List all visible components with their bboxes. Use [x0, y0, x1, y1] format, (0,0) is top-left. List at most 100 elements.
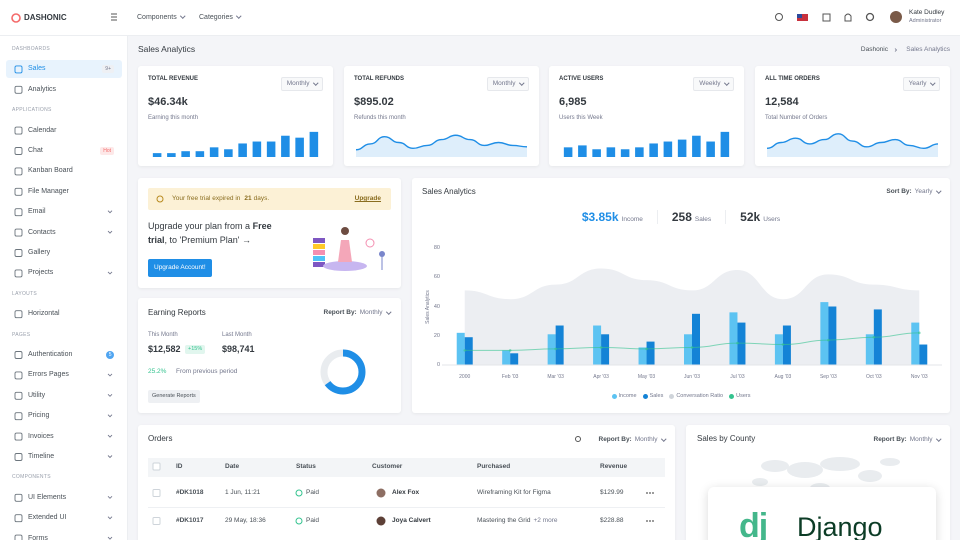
legend-label: Income	[618, 393, 637, 399]
row-menu	[646, 520, 648, 522]
bar	[820, 302, 829, 365]
nav-menu[interactable]: Components	[137, 12, 185, 24]
dropdown[interactable]: Monthly	[486, 77, 529, 91]
sidebar-item[interactable]: Pricing	[28, 412, 50, 420]
stat-label: TOTAL REVENUE	[148, 76, 199, 82]
submenu-chevron	[107, 414, 113, 418]
point	[690, 346, 694, 349]
spark-line	[355, 134, 528, 151]
sidebar-item[interactable]: Chat	[28, 147, 43, 154]
x-tick-label: Feb '03	[501, 374, 519, 380]
dropdown[interactable]: Report By: Monthly	[599, 434, 666, 446]
stat-sub: Earning this month	[148, 115, 199, 121]
sidebar-item[interactable]: Gallery	[28, 249, 51, 256]
y-tick-label: 60	[433, 274, 440, 281]
point	[781, 343, 785, 346]
generate-button[interactable]: Generate Reports	[148, 390, 200, 403]
sidebar-item[interactable]: Calendar	[28, 126, 57, 134]
summary-label: Users	[763, 216, 781, 223]
spark-bar	[152, 153, 162, 157]
illustration	[313, 238, 325, 243]
row-menu	[652, 492, 654, 494]
sidebar-item[interactable]: Extended UI	[28, 514, 67, 522]
period-text: From previous period	[176, 368, 238, 375]
legend-item: Users	[729, 390, 750, 402]
legend-item: Income	[611, 390, 637, 402]
legend-swatch	[642, 393, 648, 399]
submenu-chevron	[107, 271, 113, 275]
point	[463, 349, 467, 352]
card-title: Sales by County	[697, 434, 756, 443]
purchased-item: Mastering the Grid	[477, 517, 531, 524]
checkbox	[152, 517, 161, 525]
settings-icon	[865, 12, 875, 22]
map-region	[858, 470, 882, 482]
sidebar-item[interactable]: Utility	[28, 391, 46, 399]
sidebar-item[interactable]: Horizontal	[28, 310, 60, 318]
nav-menu[interactable]: Categories	[199, 12, 242, 24]
y-tick-label: 80	[433, 245, 440, 251]
sidebar-item[interactable]: Invoices	[28, 432, 54, 440]
spark-bar	[209, 147, 219, 157]
chevron	[518, 80, 524, 86]
spark-bar	[252, 141, 262, 157]
sidebar-item[interactable]: Timeline	[28, 453, 55, 460]
bar	[510, 353, 519, 365]
illustration	[313, 262, 325, 267]
card-title: Earning Reports	[148, 308, 206, 317]
column-header: Purchased	[477, 463, 511, 470]
sidebar-icon	[14, 269, 23, 278]
sidebar-item[interactable]: Errors Pages	[28, 371, 69, 379]
status-icon	[295, 517, 303, 525]
sidebar-item[interactable]: File Manager	[28, 187, 69, 195]
summary-item: 258 Sales	[656, 210, 711, 224]
flag-icon	[797, 14, 802, 18]
alert-text: Your free trial expired in 21 days.	[172, 193, 269, 205]
dropdown[interactable]: Monthly	[280, 77, 323, 91]
customer-avatar	[376, 516, 386, 526]
x-tick-label: Sep '03	[819, 374, 837, 380]
sidebar-item[interactable]: Email	[28, 208, 46, 216]
sidebar-item[interactable]: Sales	[28, 65, 46, 73]
bar	[601, 334, 610, 365]
sidebar-icon	[14, 147, 23, 155]
revenue: $129.99	[600, 489, 624, 496]
submenu-chevron	[107, 495, 113, 499]
purchased-item: Wireframing Kit for Figma	[477, 489, 551, 496]
sidebar-icon	[14, 453, 23, 461]
chevron	[236, 12, 242, 18]
customer: Joya Calvert	[392, 517, 431, 524]
legend-label: Users	[736, 393, 751, 399]
dropdown-value: Monthly	[286, 80, 310, 87]
sidebar-item[interactable]: Authentication	[28, 351, 73, 358]
upgrade-button[interactable]: Upgrade Account!	[148, 259, 212, 277]
dropdown-value: Monthly	[909, 436, 933, 443]
submenu-chevron	[107, 434, 113, 438]
dropdown[interactable]: Sort By: Yearly	[886, 186, 941, 198]
dropdown[interactable]: Weekly	[693, 77, 734, 91]
card-title: Orders	[148, 434, 173, 443]
legend-swatch	[729, 393, 735, 399]
upgrade-link[interactable]: Upgrade	[354, 195, 381, 202]
sidebar-item[interactable]: Kanban Board	[28, 167, 73, 175]
sidebar-item[interactable]: Analytics	[28, 85, 57, 93]
dropdown[interactable]: Report By: Monthly	[874, 434, 941, 446]
sidebar-icon	[14, 85, 23, 94]
map-region	[820, 457, 860, 471]
bar	[729, 312, 738, 365]
illustration	[379, 251, 385, 257]
x-tick-label: Jun '03	[684, 374, 700, 380]
illustration	[313, 256, 325, 261]
value: $12,582	[148, 344, 181, 354]
sidebar-item[interactable]: Projects	[28, 269, 54, 277]
watermark-card	[708, 487, 936, 540]
bell-icon	[844, 13, 852, 22]
sidebar-item[interactable]: Contacts	[28, 228, 56, 236]
sidebar-item[interactable]: UI Elements	[28, 493, 67, 501]
table-header	[148, 458, 665, 477]
alert-days: 21	[244, 195, 252, 202]
sidebar-item[interactable]: Forms	[28, 534, 48, 540]
user-role: Administrator	[909, 18, 942, 24]
dropdown[interactable]: Report By: Monthly	[324, 307, 391, 319]
dropdown[interactable]: Yearly	[902, 77, 940, 91]
